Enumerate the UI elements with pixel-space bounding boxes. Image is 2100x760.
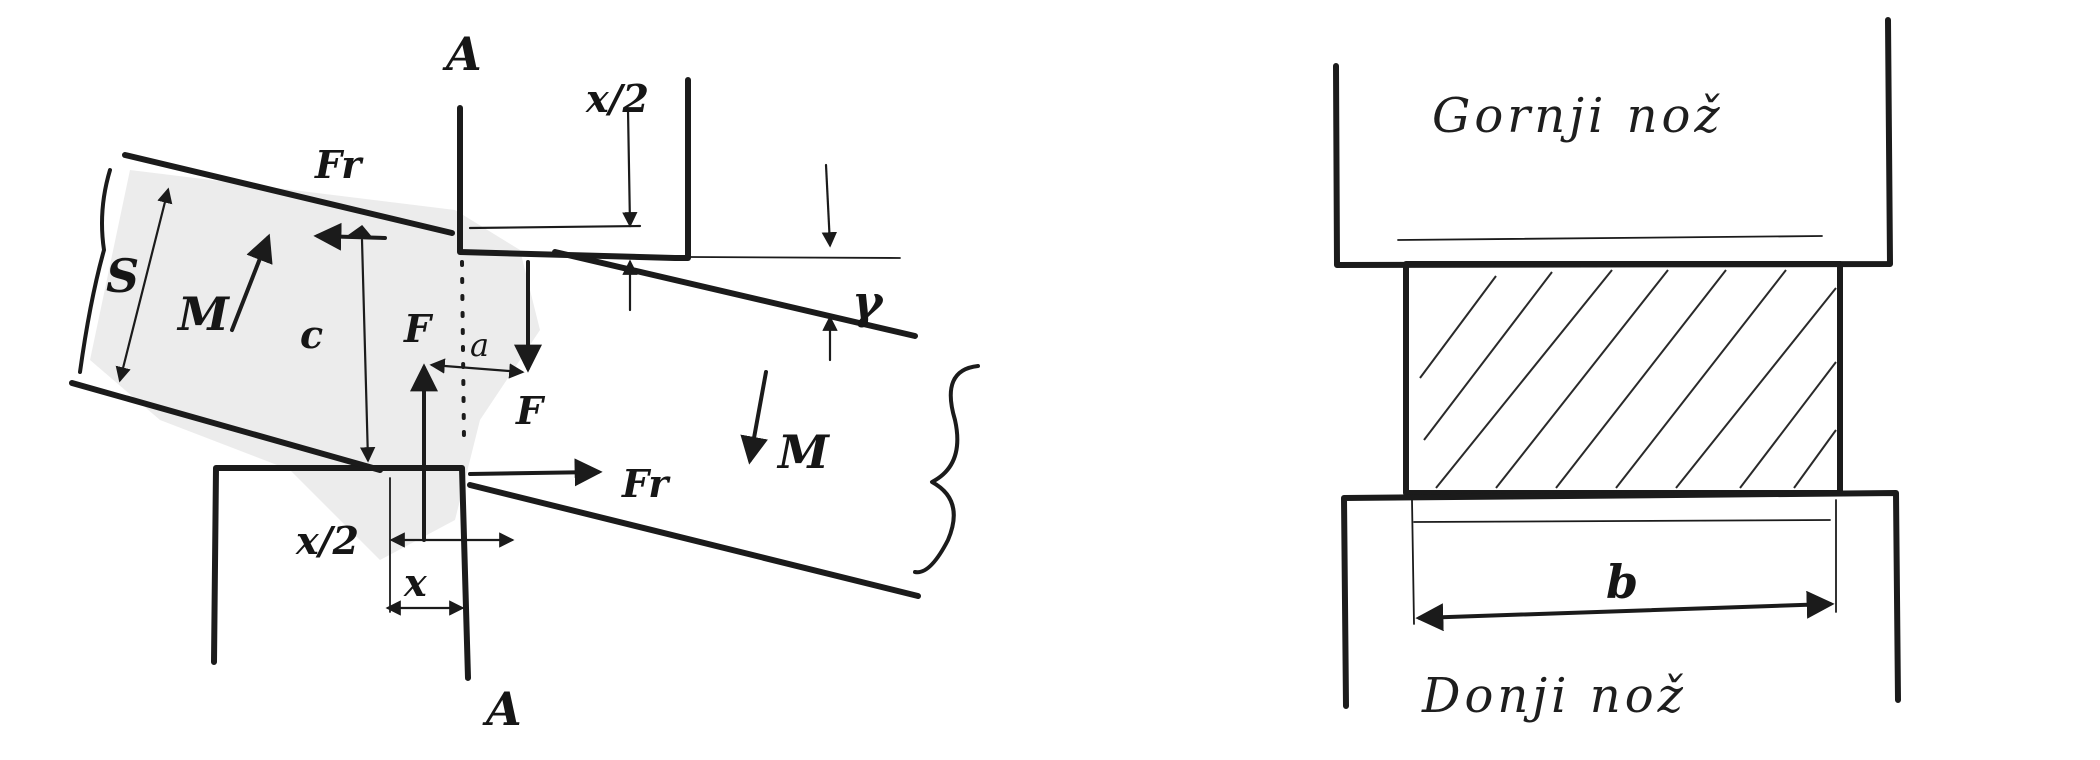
width-extension-left xyxy=(1411,499,1415,625)
moment-right-arrow xyxy=(740,370,768,465)
distance-x-label: x xyxy=(403,560,428,605)
section-label-top: A xyxy=(442,27,482,81)
cutting-force-diagram: A A Fr Fr S M M c F F a x/2 x/2 x γ xyxy=(69,27,980,736)
half-x-bottom-label: x/2 xyxy=(295,518,359,563)
lower-knife-outline xyxy=(211,465,471,681)
sheet-right-break xyxy=(913,364,980,575)
lower-knife-label: Donji nož xyxy=(1421,668,1687,724)
thickness-dimension-arrow xyxy=(115,187,173,383)
material-hatching xyxy=(1419,269,1837,489)
section-label-bottom: A xyxy=(482,682,522,736)
knife-width-diagram: Gornji nož Donji nož b xyxy=(1333,17,1901,724)
force-fr-bottom-label: Fr xyxy=(621,461,671,506)
upper-knife-outline xyxy=(457,77,691,261)
force-f-upper-label: F xyxy=(403,306,434,351)
distance-c-label: c xyxy=(300,312,323,357)
lower-knife-inner-line xyxy=(1413,519,1831,523)
moment-left-arrow xyxy=(230,233,273,332)
cut-plane-dashed-line xyxy=(460,260,466,442)
upper-knife-label: Gornji nož xyxy=(1432,88,1724,144)
sheet-bottom-edge xyxy=(69,380,383,473)
sheet-right-bottom-edge xyxy=(467,482,921,599)
upper-knife-inner-line xyxy=(1397,235,1823,241)
half-x-top-arrow-down xyxy=(622,108,638,228)
angle-reference-line xyxy=(689,256,901,259)
width-dimension-arrow xyxy=(1415,590,1835,632)
upper-knife-relief-line xyxy=(468,224,642,230)
thickness-label: S xyxy=(106,249,139,303)
sheet-right-top-edge xyxy=(552,249,918,339)
friction-top-arrow xyxy=(313,222,387,251)
friction-bottom-arrow xyxy=(468,458,603,487)
angle-gamma-label: γ xyxy=(852,275,885,329)
half-x-top-label: x/2 xyxy=(585,76,649,121)
graphite-shading xyxy=(90,170,540,560)
moment-left-label: M xyxy=(176,287,231,341)
width-label: b xyxy=(1606,555,1638,609)
angle-dimension-arrow-down xyxy=(821,163,838,248)
lower-knife-frame xyxy=(1341,490,1901,709)
moment-right-label: M xyxy=(776,425,831,479)
force-fr-top-label: Fr xyxy=(314,142,364,187)
distance-c-line xyxy=(359,238,376,463)
distance-a-arrow xyxy=(429,358,525,379)
sheet-top-edge xyxy=(122,152,455,236)
force-f-lower-label: F xyxy=(515,388,546,433)
distance-a-label: a xyxy=(470,326,489,364)
sheet-left-break xyxy=(78,168,112,374)
